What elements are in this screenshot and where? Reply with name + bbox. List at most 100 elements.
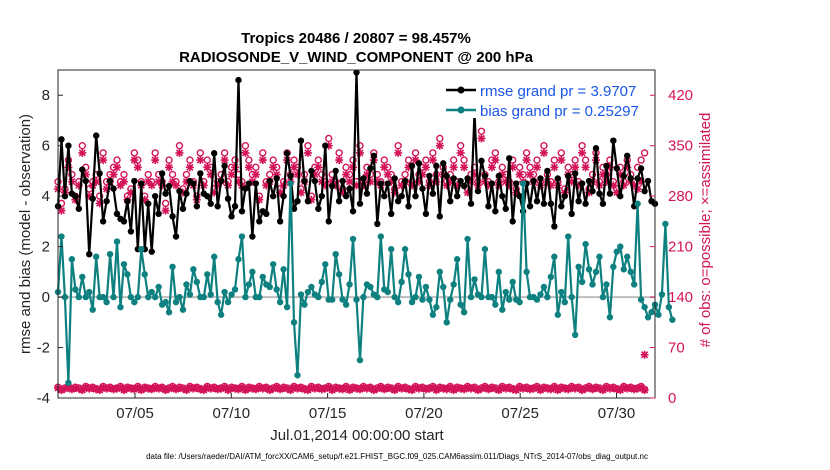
count-assimilated-point: [473, 386, 482, 395]
count-assimilated-point: [217, 384, 226, 393]
rmse-point: [384, 180, 391, 187]
y-right-tick-label: 210: [668, 239, 693, 256]
bias-point: [155, 283, 162, 291]
bias-point: [655, 311, 662, 318]
count-assimilated-point: [258, 156, 267, 165]
count-possible-point: [241, 141, 250, 150]
bias-point: [401, 245, 409, 253]
count-assimilated-point: [331, 181, 340, 190]
count-possible-point: [269, 156, 277, 164]
bias-point: [662, 220, 669, 228]
rmse-point: [381, 192, 388, 200]
count-assimilated-point: [408, 386, 417, 395]
rmse-point: [512, 180, 520, 187]
bias-point: [183, 281, 190, 288]
legend-rmse-marker: [457, 86, 465, 94]
rmse-point: [342, 192, 350, 200]
count-assimilated-point: [99, 383, 108, 392]
rmse-point: [332, 167, 339, 175]
y-left-tick-label: 2: [42, 239, 50, 256]
count-assimilated-point: [199, 181, 208, 190]
count-possible-point: [349, 156, 357, 164]
count-assimilated-point: [106, 383, 115, 392]
count-possible-point: [259, 149, 267, 157]
bias-point: [72, 286, 79, 293]
count-assimilated-point: [102, 184, 111, 193]
count-assimilated-point: [321, 384, 330, 393]
count-assimilated-point: [338, 188, 347, 197]
bias-point: [551, 253, 558, 260]
count-possible-point: [557, 149, 565, 157]
bias-point: [329, 296, 336, 303]
count-assimilated-point: [383, 170, 392, 179]
bias-point: [315, 293, 322, 301]
count-assimilated-point: [234, 177, 243, 186]
rmse-point: [158, 170, 166, 177]
y-left-tick-label: 8: [42, 87, 50, 104]
count-assimilated-point: [182, 177, 191, 186]
rmse-point: [408, 162, 416, 170]
bias-point: [547, 273, 555, 281]
count-possible-point: [78, 141, 86, 150]
count-assimilated-point: [564, 385, 573, 394]
count-assimilated-point: [494, 386, 503, 395]
rmse-point: [509, 218, 516, 225]
rmse-point: [176, 187, 183, 195]
rmse-point: [242, 185, 249, 192]
rmse-point: [485, 203, 492, 210]
count-assimilated-point: [557, 156, 566, 165]
count-possible-point: [449, 156, 458, 164]
rmse-point: [624, 152, 631, 159]
rmse-point: [450, 175, 457, 182]
bias-point: [426, 296, 433, 303]
count-possible-point: [245, 156, 253, 164]
bias-point: [641, 303, 648, 311]
count-assimilated-point: [296, 188, 305, 197]
count-assimilated-point: [394, 383, 403, 392]
bias-point: [200, 293, 207, 301]
rmse-point: [353, 69, 360, 76]
bias-point: [190, 266, 197, 273]
rmse-point: [377, 180, 384, 187]
bias-point: [589, 281, 596, 288]
rmse-point: [447, 198, 454, 205]
bias-point: [467, 293, 475, 301]
count-assimilated-point: [508, 163, 517, 172]
bias-point: [367, 283, 374, 291]
rmse-point: [151, 192, 159, 200]
count-possible-point: [491, 149, 500, 157]
count-assimilated-point: [272, 170, 281, 179]
x-tick-label: 07/10: [213, 405, 251, 422]
count-assimilated-point: [605, 163, 614, 172]
rmse-point: [488, 180, 496, 187]
count-possible-point: [578, 141, 586, 150]
count-assimilated-point: [512, 386, 521, 395]
rmse-point: [388, 210, 395, 218]
count-assimilated-point: [269, 384, 278, 393]
rmse-point: [429, 190, 437, 197]
bias-point: [242, 293, 249, 301]
y-axis-right-label: # of obs: o=possible; ×=assimilated: [697, 113, 714, 348]
bias-line: [56, 182, 674, 384]
bias-point: [627, 268, 634, 276]
count-assimilated-point: [342, 383, 351, 392]
count-assimilated-point: [310, 170, 319, 179]
rmse-point: [346, 185, 353, 192]
y-right-tick-label: 350: [668, 138, 693, 155]
bias-point: [148, 288, 155, 296]
count-assimilated-point: [140, 195, 149, 204]
count-assimilated-point: [206, 170, 215, 179]
count-assimilated-point: [470, 383, 479, 392]
rmse-point: [478, 157, 485, 165]
bias-point: [540, 283, 548, 291]
count-assimilated-point: [442, 385, 451, 394]
rmse-point: [367, 165, 374, 172]
count-assimilated-point: [314, 383, 323, 392]
rmse-point: [356, 200, 364, 207]
count-possible-point: [182, 170, 191, 179]
rmse-point: [72, 192, 79, 200]
count-possible-point: [456, 141, 465, 150]
bias-point: [283, 303, 291, 311]
count-assimilated-point: [307, 383, 316, 392]
count-assimilated-point: [515, 383, 524, 392]
